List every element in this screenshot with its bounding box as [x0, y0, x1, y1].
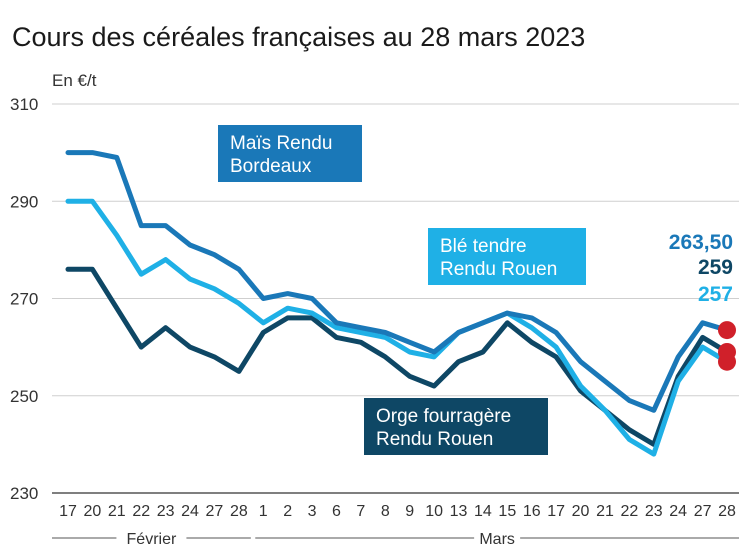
x-tick-label: 28	[718, 503, 736, 520]
y-tick-label: 310	[10, 95, 38, 114]
x-tick-label: 7	[356, 503, 365, 520]
series-lines	[65, 150, 730, 457]
x-tick-label: 24	[181, 503, 199, 520]
series-label: Blé tendre Rendu Rouen	[440, 236, 557, 280]
x-tick-label: 1	[259, 503, 268, 520]
month-axis: Février Mars	[52, 531, 739, 548]
end-value-label: 257	[698, 283, 733, 306]
y-tick-label: 250	[10, 387, 38, 406]
grid-lines	[52, 103, 739, 494]
series-line	[65, 266, 730, 447]
series-line	[65, 198, 730, 457]
x-tick-label: 24	[669, 503, 687, 520]
series-label-box	[218, 125, 362, 182]
x-tick-label: 9	[405, 503, 414, 520]
month-label: Février	[127, 531, 177, 548]
x-tick-label: 20	[572, 503, 590, 520]
x-tick-label: 23	[645, 503, 663, 520]
x-tick-label: 23	[157, 503, 175, 520]
x-tick-label: 6	[332, 503, 341, 520]
series-labels: Maïs Rendu Bordeaux Blé tendre Rendu Rouen O…	[218, 125, 586, 455]
x-tick-label: 3	[308, 503, 317, 520]
series-line	[65, 150, 730, 413]
x-tick-label: 27	[206, 503, 224, 520]
x-tick-label: 8	[381, 503, 390, 520]
x-tick-label: 22	[620, 503, 638, 520]
x-tick-label: 17	[547, 503, 565, 520]
x-tick-label: 2	[283, 503, 292, 520]
end-value-label: 259	[698, 256, 733, 279]
x-tick-label: 14	[474, 503, 492, 520]
end-marker	[718, 342, 736, 361]
chart-title: Cours des céréales françaises au 28 mars…	[12, 22, 586, 52]
y-axis-ticks: 230 250 270 290 310	[10, 95, 38, 503]
x-tick-label: 21	[108, 503, 126, 520]
x-tick-label: 13	[450, 503, 468, 520]
y-tick-label: 270	[10, 290, 38, 309]
x-tick-label: 21	[596, 503, 614, 520]
y-tick-label: 230	[10, 484, 38, 503]
series-label: Maïs Rendu Bordeaux	[230, 133, 332, 177]
series-label-box	[364, 398, 548, 455]
x-tick-label: 28	[230, 503, 248, 520]
series-label: Orge fourragère Rendu Rouen	[376, 406, 511, 450]
x-tick-label: 16	[523, 503, 541, 520]
x-tick-label: 10	[425, 503, 443, 520]
x-tick-label: 15	[498, 503, 516, 520]
month-label: Mars	[479, 531, 515, 548]
x-tick-label: 17	[59, 503, 77, 520]
y-axis-label: En €/t	[52, 71, 97, 90]
x-tick-label: 22	[132, 503, 150, 520]
x-axis-ticks: 17 20 21 22 23 24 27 28 1 2 3 6 7 8 9 10 13 14 15 16 17 20 21 2…	[59, 503, 736, 520]
series-label-box	[428, 228, 586, 285]
y-tick-label: 290	[10, 192, 38, 211]
end-markers	[718, 321, 736, 371]
x-tick-label: 20	[84, 503, 102, 520]
end-marker	[718, 321, 736, 340]
x-tick-label: 27	[694, 503, 712, 520]
end-value-label: 263,50	[669, 231, 733, 254]
